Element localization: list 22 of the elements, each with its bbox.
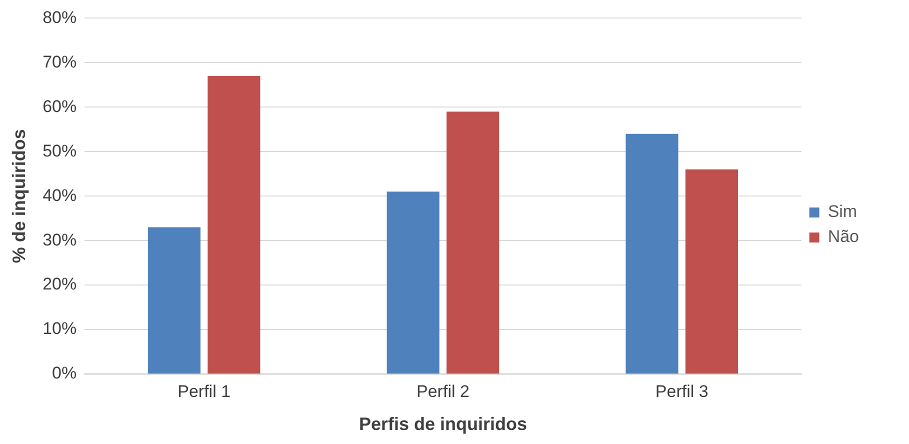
bar bbox=[386, 192, 440, 374]
y-tick-label: 0% bbox=[52, 364, 77, 383]
y-tick-label: 30% bbox=[42, 230, 77, 250]
y-tick-label: 50% bbox=[42, 141, 77, 160]
bar bbox=[626, 134, 678, 374]
y-tick-label: 40% bbox=[42, 186, 77, 205]
legend-label: Sim bbox=[828, 202, 858, 222]
y-tick-label: 80% bbox=[42, 8, 77, 27]
bar bbox=[148, 227, 200, 374]
x-axis-title: Perfis de inquiridos bbox=[358, 414, 527, 434]
y-tick-label: 70% bbox=[42, 52, 77, 72]
y-axis-title: % de inquiridos bbox=[8, 129, 29, 264]
x-tick-label: Perfil 3 bbox=[655, 382, 708, 401]
y-tick-label: 10% bbox=[42, 319, 77, 338]
bar bbox=[685, 169, 738, 374]
y-tick-label: 20% bbox=[42, 274, 77, 294]
bar bbox=[208, 76, 260, 374]
x-tick-label: Perfil 1 bbox=[178, 382, 231, 401]
bar bbox=[446, 112, 500, 374]
y-tick-label: 60% bbox=[42, 96, 77, 116]
x-tick-label: Perfil 2 bbox=[416, 382, 470, 401]
legend-label: Não bbox=[828, 227, 859, 246]
